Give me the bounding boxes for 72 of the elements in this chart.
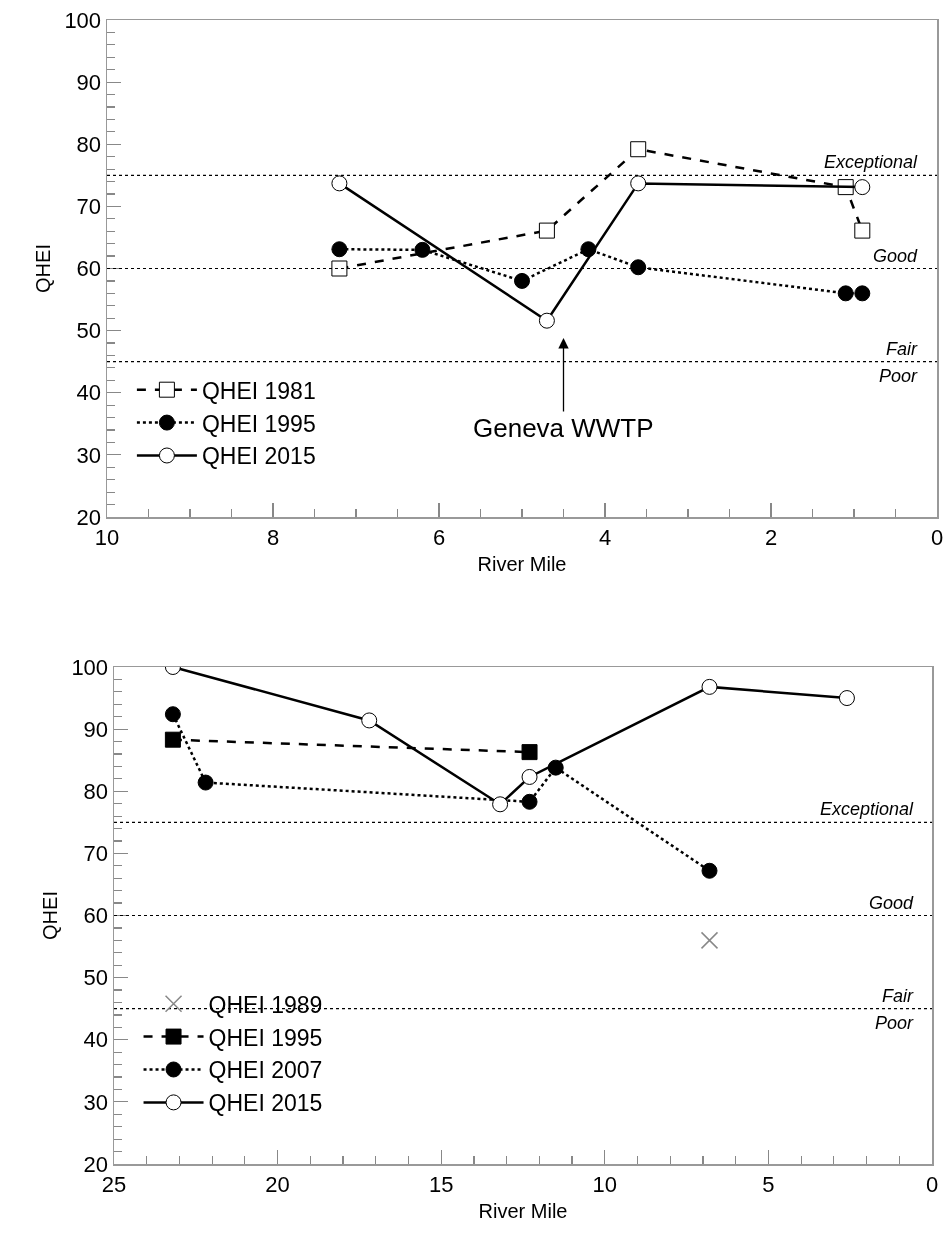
point [538, 312, 555, 329]
y-tick-label: 30 [83, 1089, 109, 1115]
ref-line-label: Fair [886, 339, 918, 359]
legend-label: QHEI 1989 [208, 991, 323, 1018]
x-tick-label: 15 [428, 1171, 454, 1197]
point [521, 744, 538, 761]
point [521, 768, 538, 785]
y-tick-label: 40 [76, 380, 102, 406]
y-tick-label: 90 [76, 69, 102, 95]
y-tick-label: 60 [76, 256, 102, 282]
y-tick-label: 100 [64, 7, 102, 33]
y-axis-title: QHEI [32, 244, 55, 293]
y-tick-label: 60 [83, 903, 109, 929]
legend-label: QHEI 2015 [201, 443, 316, 470]
point [854, 222, 871, 239]
ref-line-label: Exceptional [820, 799, 915, 819]
point [164, 706, 181, 723]
point [331, 260, 348, 277]
point [331, 241, 348, 258]
x-tick-label: 8 [266, 524, 280, 550]
point [164, 731, 181, 748]
legend-label: QHEI 1995 [208, 1024, 323, 1051]
x-tick-label: 0 [930, 524, 944, 550]
point [837, 285, 854, 302]
point [701, 862, 718, 879]
point [630, 175, 647, 192]
point [538, 222, 555, 239]
x-tick-label: 6 [432, 524, 446, 550]
point [630, 259, 647, 276]
y-tick-label: 80 [83, 778, 109, 804]
y-tick-label: 80 [76, 131, 102, 157]
point [521, 793, 538, 810]
x-tick-label: 4 [598, 524, 612, 550]
x-axis-title: River Mile [478, 1200, 568, 1223]
point [700, 931, 719, 950]
ref-line-label: Good [869, 893, 915, 913]
point [838, 690, 855, 707]
y-tick-label: 70 [76, 194, 102, 220]
x-tick-label: 10 [592, 1171, 618, 1197]
point [331, 175, 348, 192]
y-tick-label: 100 [71, 654, 109, 680]
y-tick-label: 50 [83, 965, 109, 991]
y-tick-label: 40 [83, 1027, 109, 1053]
x-axis-title: River Mile [477, 553, 567, 576]
y-tick-label: 70 [83, 841, 109, 867]
x-tick-label: 5 [762, 1171, 775, 1197]
y-axis-title: QHEI [39, 891, 62, 940]
annotation: Poor [879, 366, 919, 386]
y-tick-label: 50 [76, 318, 102, 344]
point [492, 796, 509, 813]
point [414, 241, 431, 258]
annotation: Geneva WWTP [473, 413, 654, 443]
point [630, 141, 647, 158]
point [854, 285, 871, 302]
legend-label: QHEI 1995 [201, 410, 316, 437]
x-tick-label: 2 [764, 524, 778, 550]
point [197, 774, 214, 791]
legend-label: QHEI 2015 [208, 1090, 323, 1117]
x-tick-label: 0 [925, 1171, 939, 1197]
annotation: Poor [875, 1013, 915, 1033]
ref-line-label: Good [873, 246, 919, 266]
y-tick-label: 30 [76, 442, 102, 468]
point [854, 179, 871, 196]
point [514, 272, 530, 289]
legend-label: QHEI 2007 [208, 1057, 323, 1084]
x-tick-label: 20 [265, 1171, 290, 1197]
y-tick-label: 90 [83, 716, 109, 742]
point [361, 712, 378, 729]
point [701, 678, 718, 695]
legend-label: QHEI 1981 [201, 377, 316, 404]
ref-line-label: Exceptional [824, 152, 919, 172]
ref-line-label: Fair [882, 986, 914, 1006]
